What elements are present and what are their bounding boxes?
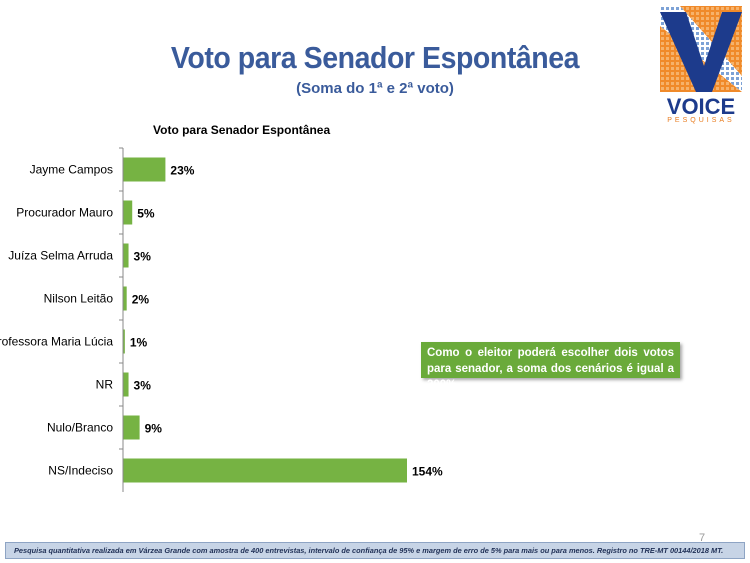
category-label-3: Juíza Selma Arruda (8, 249, 113, 263)
category-label-2: Procurador Mauro (16, 206, 113, 220)
footer-disclaimer: Pesquisa quantitativa realizada em Várze… (5, 542, 745, 559)
voice-logo-icon (660, 6, 742, 92)
logo-word: VOICE (666, 94, 736, 119)
note-box: Como o eleitor poderá escolher dois voto… (421, 342, 680, 391)
data-label-2: 5% (137, 207, 155, 221)
bar-8 (123, 458, 407, 483)
category-label-1: Jayme Campos (30, 163, 113, 177)
slide-title: Voto para Senador Espontânea (170, 40, 580, 75)
bar-2 (123, 200, 133, 225)
data-label-6: 3% (134, 379, 152, 393)
data-label-7: 9% (145, 422, 163, 436)
slide-subtitle: (Soma do 1ª e 2ª voto) (296, 80, 454, 97)
bar-5 (123, 329, 125, 354)
category-label-4: Nilson Leitão (44, 292, 114, 306)
page-number: 7 (699, 532, 706, 544)
bar-6 (123, 372, 129, 397)
bar-7 (123, 415, 140, 440)
data-label-3: 3% (134, 250, 152, 264)
category-label-7: Nulo/Branco (47, 421, 113, 435)
bar-1 (123, 157, 166, 182)
data-label-8: 154% (412, 465, 443, 479)
logo-subtitle: PESQUISAS (667, 117, 735, 124)
data-label-4: 2% (132, 293, 150, 307)
data-label-5: 1% (130, 336, 148, 350)
category-label-6: NR (96, 378, 114, 392)
category-label-8: NS/Indeciso (48, 464, 113, 478)
category-label-5: Professora Maria Lúcia (0, 335, 113, 349)
data-label-1: 23% (170, 164, 194, 178)
chart-title: Voto para Senador Espontânea (153, 123, 331, 137)
bar-4 (123, 286, 127, 311)
bar-3 (123, 243, 129, 268)
bar-chart: Jayme Campos 23% Procurador Mauro 5% Juíza S… (0, 147, 443, 492)
